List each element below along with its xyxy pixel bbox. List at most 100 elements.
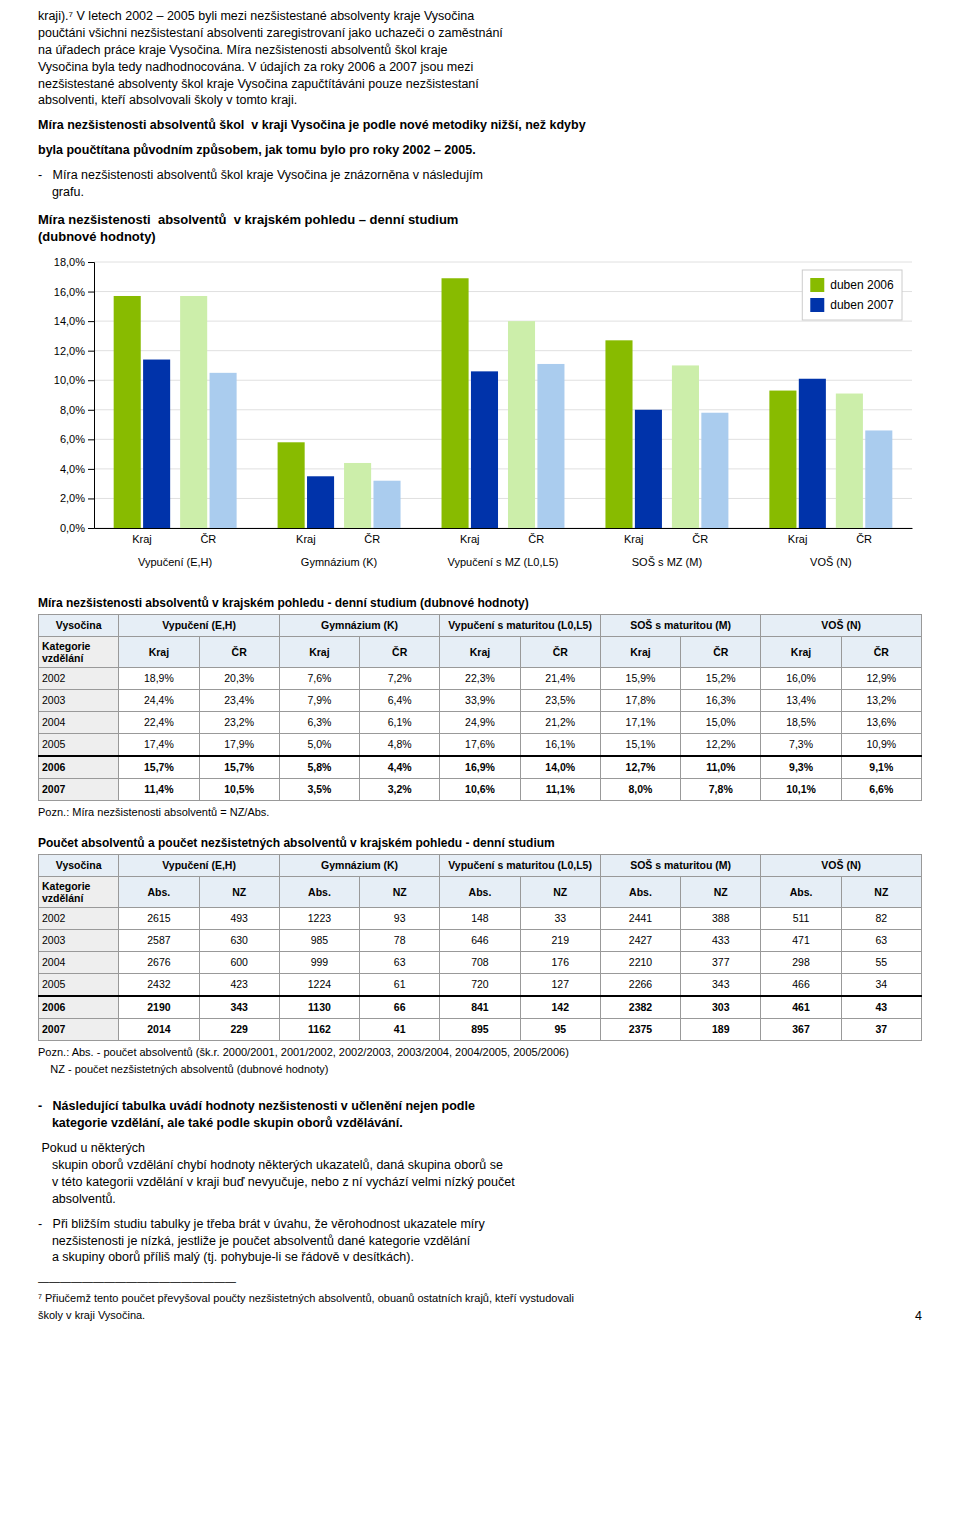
table-row: 2002261549312239314833244138851182: [39, 907, 922, 929]
bar: [605, 340, 632, 528]
tick-label: 14,0%: [54, 315, 85, 327]
bar: [344, 463, 371, 528]
subheader-cell: NZ: [681, 876, 761, 907]
table-cell: 55: [841, 951, 921, 973]
table-cell: 298: [761, 951, 841, 973]
table-cell: 43: [841, 996, 921, 1019]
header-cell: VOŠ (N): [761, 854, 922, 876]
header-cell: Vysočina: [39, 614, 119, 636]
subheader-cell: Kategorie vzdělání: [39, 876, 119, 907]
table-cell: 388: [681, 907, 761, 929]
table-row: 200711,4%10,5%3,5%3,2%10,6%11,1%8,0%7,8%…: [39, 778, 922, 800]
header-cell: Vypučení (E,H): [119, 614, 280, 636]
tick-label: 6,0%: [60, 433, 85, 445]
header-row: VysočinaVypučení (E,H)Gymnázium (K)Vypuč…: [39, 854, 922, 876]
bar: [180, 296, 207, 528]
table-cell: 423: [199, 973, 279, 996]
legend-swatch: [810, 298, 824, 312]
subcategory-label: ČR: [856, 533, 872, 545]
tick-label: 2,0%: [60, 492, 85, 504]
tick: 4,0%: [60, 463, 94, 475]
table-cell: 4,8%: [360, 733, 440, 756]
table-cell: 24,9%: [440, 711, 520, 733]
subheader-cell: Kraj: [600, 636, 680, 667]
table-cell: 41: [360, 1018, 440, 1040]
paragraph: Pokud u některých skupin oborů vzdělání …: [38, 1140, 922, 1208]
table-cell: 377: [681, 951, 761, 973]
bar: [537, 364, 564, 528]
table-cell: 14,0%: [520, 756, 600, 779]
table-cell: 985: [279, 929, 359, 951]
tick-label: Vypučení s MZ (L0,L5): [448, 556, 559, 568]
table-cell: 13,6%: [841, 711, 921, 733]
table-cell: 10,9%: [841, 733, 921, 756]
table-cell: 142: [520, 996, 600, 1019]
table-cell: 2006: [39, 996, 119, 1019]
tick: 18,0%: [54, 256, 94, 268]
subcategory-label: Kraj: [788, 533, 808, 545]
table-cell: 2004: [39, 951, 119, 973]
y-axis: 0,0%2,0%4,0%6,0%8,0%10,0%12,0%14,0%16,0%…: [54, 256, 95, 534]
tick-mark: [88, 498, 94, 499]
table-cell: 466: [761, 973, 841, 996]
table-cell: 646: [440, 929, 520, 951]
plot: 0,0%2,0%4,0%6,0%8,0%10,0%12,0%14,0%16,0%…: [54, 256, 913, 568]
subcategory-label: Kraj: [296, 533, 316, 545]
table-cell: 2005: [39, 973, 119, 996]
subheader-cell: ČR: [841, 636, 921, 667]
table-cell: 6,3%: [279, 711, 359, 733]
tick-mark: [88, 351, 94, 352]
subheader-cell: Kraj: [440, 636, 520, 667]
grid-line: [94, 291, 912, 292]
table-cell: 2266: [600, 973, 680, 996]
table-cell: 2210: [600, 951, 680, 973]
tick-mark: [88, 321, 94, 322]
subheader-cell: ČR: [199, 636, 279, 667]
tick: 0,0%: [60, 522, 94, 534]
table-cell: 9,1%: [841, 756, 921, 779]
table-row: 20052432423122461720127226634346634: [39, 973, 922, 996]
table-cell: 2003: [39, 929, 119, 951]
paragraph: - Při bližším studiu tabulky je třeba br…: [38, 1216, 922, 1267]
bar: [143, 359, 170, 527]
tick: VOŠ (N): [810, 556, 852, 568]
table-cell: 1130: [279, 996, 359, 1019]
table-cell: 22,4%: [119, 711, 199, 733]
header-cell: Gymnázium (K): [279, 614, 440, 636]
table-row: 200218,9%20,3%7,6%7,2%22,3%21,4%15,9%15,…: [39, 667, 922, 689]
subheader-cell: Abs.: [119, 876, 199, 907]
paragraph: kraji).⁷ V letech 2002 – 2005 byli mezi …: [38, 8, 922, 109]
table-cell: 127: [520, 973, 600, 996]
tick: Vypučení (E,H): [138, 556, 212, 568]
table-cell: 10,6%: [440, 778, 520, 800]
header-cell: Vypučení s maturitou (L0,L5): [440, 854, 601, 876]
table-cell: 12,2%: [681, 733, 761, 756]
subheader-cell: ČR: [681, 636, 761, 667]
table-cell: 630: [199, 929, 279, 951]
table-cell: 20,3%: [199, 667, 279, 689]
table-cell: 493: [199, 907, 279, 929]
table-cell: 2427: [600, 929, 680, 951]
data-table: VysočinaVypučení (E,H)Gymnázium (K)Vypuč…: [38, 614, 922, 801]
paragraph: - Míra nezšistenosti absolventů škol kra…: [38, 167, 922, 201]
table-cell: 511: [761, 907, 841, 929]
subheader-cell: NZ: [360, 876, 440, 907]
header-cell: Gymnázium (K): [279, 854, 440, 876]
tick-mark: [88, 439, 94, 440]
bar: [307, 476, 334, 528]
tick: 14,0%: [54, 315, 94, 327]
table-cell: 17,6%: [440, 733, 520, 756]
table-cell: 11,1%: [520, 778, 600, 800]
table-cell: 63: [360, 951, 440, 973]
table-cell: 16,0%: [761, 667, 841, 689]
subheader-row: Kategorie vzděláníKrajČRKrajČRKrajČRKraj…: [39, 636, 922, 667]
tick: 8,0%: [60, 404, 94, 416]
table-note: Pozn.: Míra nezšistenosti absolventů = N…: [38, 805, 922, 820]
table-cell: 17,8%: [600, 689, 680, 711]
table-row: 200324,4%23,4%7,9%6,4%33,9%23,5%17,8%16,…: [39, 689, 922, 711]
table-cell: 189: [681, 1018, 761, 1040]
table-cell: 2007: [39, 778, 119, 800]
table-cell: 148: [440, 907, 520, 929]
tick: 6,0%: [60, 433, 94, 445]
tick: SOŠ s MZ (M): [632, 556, 702, 568]
